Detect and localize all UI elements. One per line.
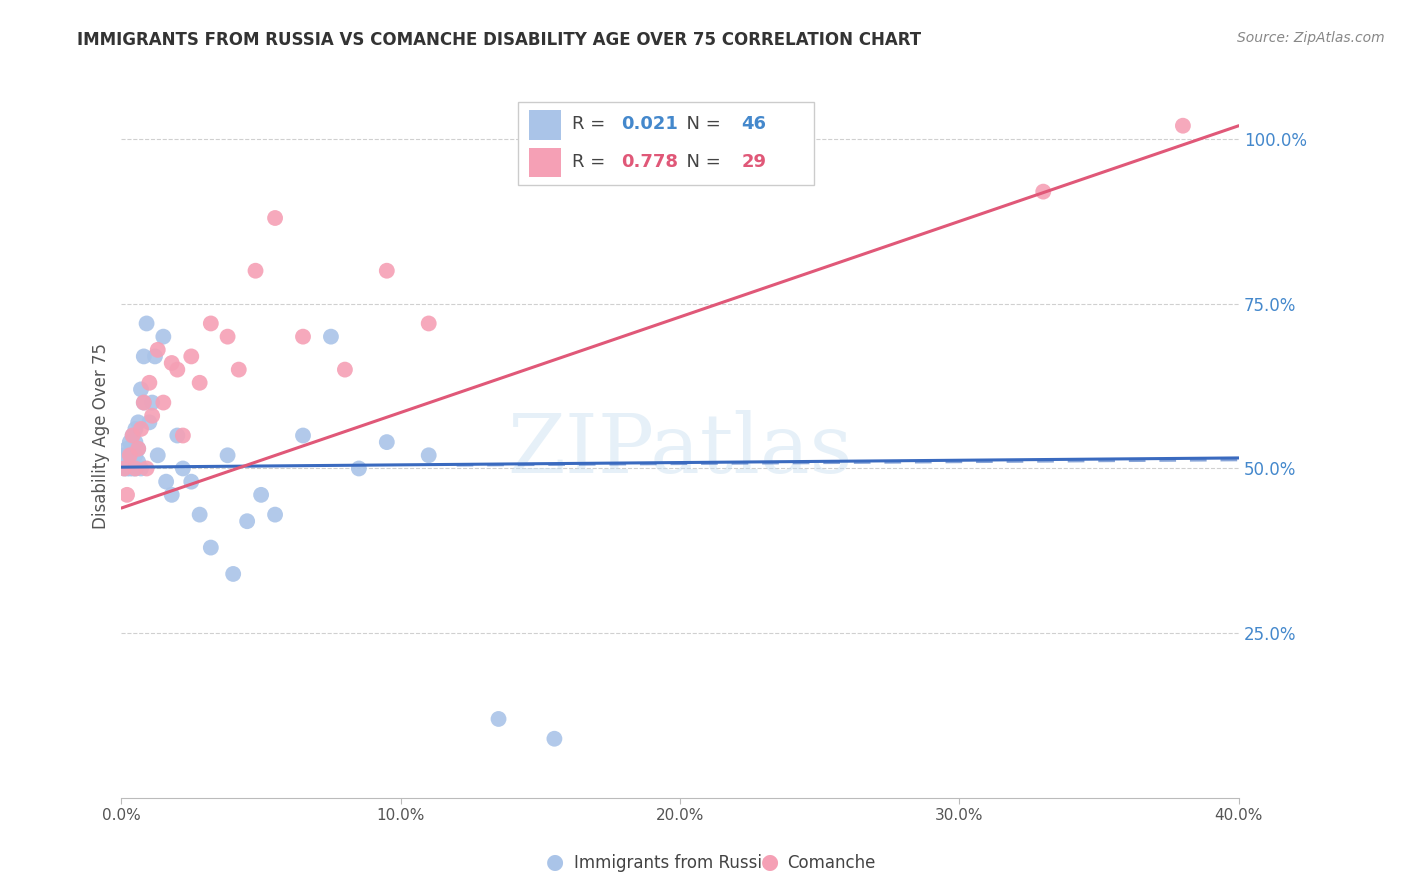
Text: Immigrants from Russia: Immigrants from Russia [574, 855, 772, 872]
Point [264, 508, 287, 522]
Point [135, 317, 157, 331]
Text: 46: 46 [741, 115, 766, 134]
Point [188, 508, 211, 522]
Point [129, 383, 152, 397]
Point [118, 435, 141, 450]
Point [112, 448, 135, 462]
Y-axis label: Disability Age Over 75: Disability Age Over 75 [93, 343, 110, 529]
Point [375, 435, 398, 450]
Text: R =: R = [572, 115, 610, 134]
Point [121, 428, 143, 442]
Point [333, 362, 356, 376]
Point [488, 712, 510, 726]
Point [129, 461, 152, 475]
Point [200, 317, 222, 331]
Point [1171, 119, 1194, 133]
Point [418, 317, 440, 331]
Text: R =: R = [572, 153, 610, 171]
Point [155, 475, 177, 489]
Text: 29: 29 [741, 153, 766, 171]
Point [132, 350, 155, 364]
Text: Comanche: Comanche [787, 855, 876, 872]
Point [152, 329, 174, 343]
Text: ●: ● [762, 853, 779, 872]
Point [124, 448, 146, 462]
Point [292, 428, 315, 442]
Bar [529, 111, 561, 139]
Point [418, 448, 440, 462]
Text: 0.778: 0.778 [621, 153, 678, 171]
Point [118, 461, 141, 475]
Point [121, 428, 143, 442]
Point [264, 211, 287, 225]
Point [115, 461, 138, 475]
Point [236, 514, 259, 528]
FancyBboxPatch shape [517, 102, 814, 186]
Text: IMMIGRANTS FROM RUSSIA VS COMANCHE DISABILITY AGE OVER 75 CORRELATION CHART: IMMIGRANTS FROM RUSSIA VS COMANCHE DISAB… [77, 31, 921, 49]
Point [172, 461, 194, 475]
Point [1032, 185, 1054, 199]
Point [121, 448, 143, 462]
Point [172, 428, 194, 442]
Point [160, 356, 183, 370]
Point [250, 488, 273, 502]
Point [141, 409, 163, 423]
Text: 0.021: 0.021 [621, 115, 678, 134]
Point [124, 422, 146, 436]
Point [180, 475, 202, 489]
Bar [529, 148, 561, 177]
Point [146, 343, 169, 357]
Point [138, 415, 160, 429]
Point [152, 395, 174, 409]
Point [127, 415, 149, 429]
Point [127, 455, 149, 469]
Point [112, 461, 135, 475]
Point [124, 435, 146, 450]
Point [115, 442, 138, 456]
Point [141, 395, 163, 409]
Point [166, 428, 188, 442]
Text: N =: N = [675, 115, 725, 134]
Point [222, 566, 245, 581]
Point [180, 350, 202, 364]
Point [118, 448, 141, 462]
Point [132, 395, 155, 409]
Point [200, 541, 222, 555]
Point [543, 731, 565, 746]
Text: Source: ZipAtlas.com: Source: ZipAtlas.com [1237, 31, 1385, 45]
Point [135, 461, 157, 475]
Point [138, 376, 160, 390]
Point [115, 488, 138, 502]
Text: N =: N = [675, 153, 725, 171]
Point [319, 329, 342, 343]
Point [143, 350, 166, 364]
Point [118, 448, 141, 462]
Point [228, 362, 250, 376]
Point [166, 362, 188, 376]
Text: ●: ● [547, 853, 564, 872]
Text: ZIPatlas: ZIPatlas [508, 410, 853, 490]
Point [217, 329, 239, 343]
Point [121, 461, 143, 475]
Point [292, 329, 315, 343]
Point [132, 395, 155, 409]
Point [217, 448, 239, 462]
Point [245, 264, 267, 278]
Point [188, 376, 211, 390]
Point [124, 461, 146, 475]
Point [124, 461, 146, 475]
Point [146, 448, 169, 462]
Point [127, 442, 149, 456]
Point [160, 488, 183, 502]
Point [375, 264, 398, 278]
Point [347, 461, 370, 475]
Point [127, 442, 149, 456]
Point [129, 422, 152, 436]
Point [112, 461, 135, 475]
